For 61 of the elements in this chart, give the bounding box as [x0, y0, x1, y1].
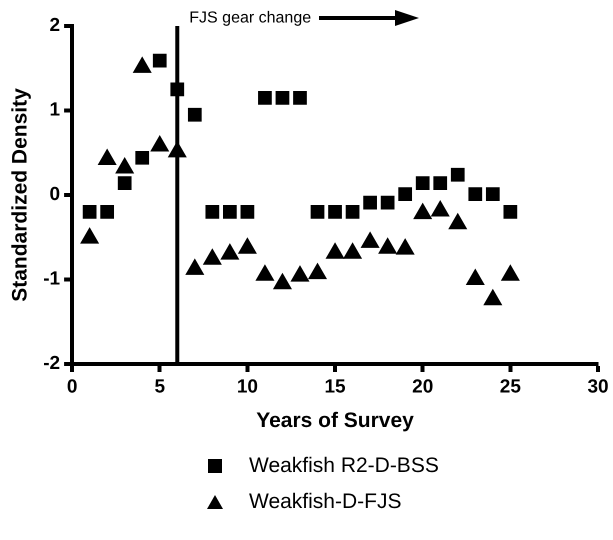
point [398, 187, 412, 202]
point [118, 176, 132, 190]
y-tick-label: -2 [43, 353, 60, 374]
point [310, 205, 324, 219]
point [328, 205, 342, 219]
point [484, 289, 502, 306]
y-tick-label: 2 [50, 15, 60, 36]
point [448, 213, 467, 230]
point [414, 203, 432, 220]
point [188, 108, 202, 122]
legend-label: Weakfish-D-FJS [249, 490, 402, 514]
point [152, 54, 167, 68]
point [396, 238, 414, 255]
point [466, 269, 484, 285]
x-tick-label: 0 [66, 376, 78, 398]
x-tick-label: 5 [154, 376, 166, 398]
point [503, 205, 518, 219]
point [256, 264, 274, 281]
x-tick-label: 25 [500, 376, 522, 398]
x-tick-label: 20 [412, 376, 434, 398]
y-axis-title: Standardized Density [8, 88, 32, 302]
point [416, 176, 430, 190]
point [433, 176, 448, 190]
x-tick-label: 10 [236, 376, 258, 398]
point [223, 205, 237, 219]
point [468, 187, 482, 202]
y-tick-label: -1 [43, 268, 61, 290]
point [363, 196, 377, 210]
y-tick-label: 0 [50, 184, 60, 206]
point [258, 90, 272, 105]
point [186, 258, 204, 275]
point [501, 264, 520, 281]
point [100, 205, 114, 219]
point [203, 248, 222, 265]
x-axis-title: Years of Survey [256, 409, 414, 432]
point [360, 232, 380, 248]
point [82, 205, 96, 219]
point [293, 90, 307, 105]
point [240, 205, 254, 219]
y-tick-label: 1 [50, 100, 61, 121]
point [450, 168, 465, 182]
point [80, 228, 99, 244]
point [205, 205, 220, 219]
point [290, 266, 310, 282]
point [308, 263, 327, 280]
point [135, 150, 150, 165]
x-tick-label: 15 [324, 376, 346, 398]
point [380, 196, 394, 210]
legend-label: Weakfish R2-D-BSS [249, 454, 439, 478]
point [238, 238, 257, 254]
point [486, 187, 500, 202]
point [346, 205, 360, 219]
point [431, 200, 450, 217]
point [220, 244, 240, 260]
ref-line-label: FJS gear change [189, 9, 312, 26]
point [273, 273, 292, 290]
point [378, 238, 397, 254]
x-tick-label: 30 [587, 376, 609, 398]
point [326, 242, 344, 259]
point [276, 90, 290, 105]
point [343, 242, 362, 259]
